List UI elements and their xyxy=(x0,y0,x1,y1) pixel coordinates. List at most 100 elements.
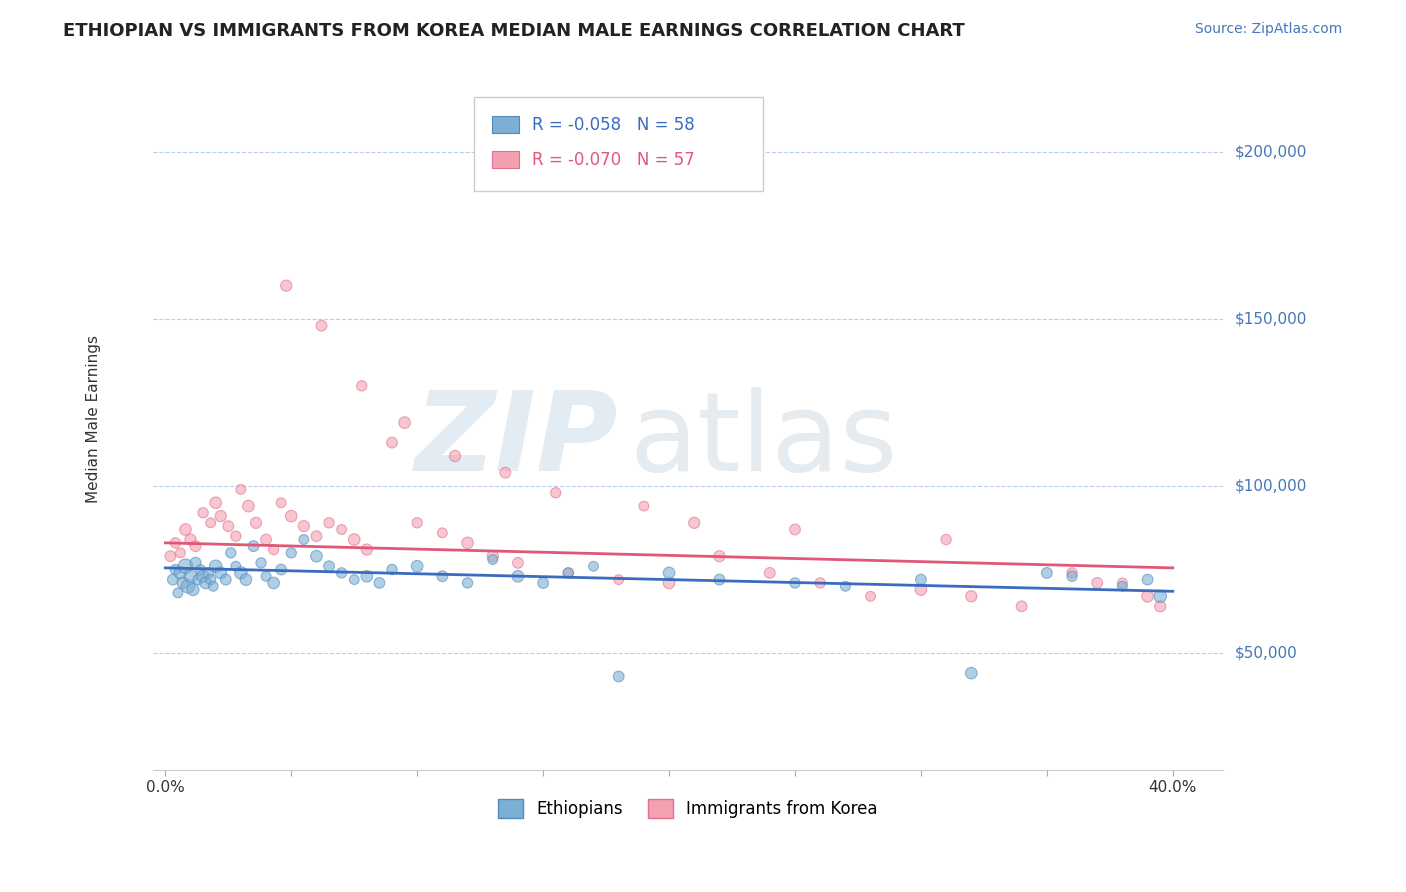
Point xyxy=(292,533,315,547)
Point xyxy=(179,533,201,547)
Point xyxy=(194,576,217,591)
Point xyxy=(910,573,932,587)
Text: R = -0.070   N = 57: R = -0.070 N = 57 xyxy=(531,151,695,169)
Point xyxy=(263,576,285,591)
Point xyxy=(444,449,467,463)
Point xyxy=(834,579,856,593)
Point xyxy=(808,576,831,591)
Point xyxy=(215,573,238,587)
Point xyxy=(209,509,232,524)
Point xyxy=(709,573,731,587)
Point xyxy=(1111,576,1133,591)
Point xyxy=(356,569,378,583)
Text: Median Male Earnings: Median Male Earnings xyxy=(86,335,101,503)
Point xyxy=(165,536,187,550)
Point xyxy=(202,579,225,593)
Point xyxy=(709,549,731,564)
Point xyxy=(242,539,264,553)
Point xyxy=(305,549,328,564)
Point xyxy=(200,516,222,530)
Text: ZIP: ZIP xyxy=(415,387,619,494)
Point xyxy=(229,566,252,580)
FancyBboxPatch shape xyxy=(492,151,519,169)
Point xyxy=(1149,599,1171,614)
Point xyxy=(607,573,630,587)
Point xyxy=(263,542,285,557)
Point xyxy=(432,569,454,583)
Text: atlas: atlas xyxy=(628,387,897,494)
Point xyxy=(254,569,277,583)
Point xyxy=(191,569,214,583)
Text: $150,000: $150,000 xyxy=(1234,311,1306,326)
Point xyxy=(162,573,184,587)
Text: R = -0.058   N = 58: R = -0.058 N = 58 xyxy=(531,116,695,134)
Point xyxy=(318,516,340,530)
Point xyxy=(683,516,706,530)
Text: ETHIOPIAN VS IMMIGRANTS FROM KOREA MEDIAN MALE EARNINGS CORRELATION CHART: ETHIOPIAN VS IMMIGRANTS FROM KOREA MEDIA… xyxy=(63,22,965,40)
Point xyxy=(184,539,207,553)
Point xyxy=(506,556,529,570)
Text: Source: ZipAtlas.com: Source: ZipAtlas.com xyxy=(1195,22,1343,37)
Point xyxy=(910,582,932,597)
Point xyxy=(531,576,554,591)
Point xyxy=(633,499,655,513)
Point xyxy=(960,589,983,603)
Point xyxy=(607,669,630,683)
Point xyxy=(184,556,207,570)
Point xyxy=(204,559,226,574)
Point xyxy=(481,549,503,564)
Point xyxy=(1136,589,1159,603)
Point xyxy=(1011,599,1033,614)
Point xyxy=(783,523,806,537)
Point xyxy=(343,533,366,547)
Point xyxy=(197,566,219,580)
Point xyxy=(159,549,181,564)
Point xyxy=(250,556,273,570)
Point xyxy=(1136,573,1159,587)
Point xyxy=(311,318,333,333)
Point xyxy=(1085,576,1108,591)
Point xyxy=(174,523,197,537)
Point xyxy=(254,533,277,547)
Point xyxy=(343,573,366,587)
Point xyxy=(394,416,416,430)
Point xyxy=(432,525,454,540)
Point xyxy=(172,576,194,591)
Point xyxy=(219,546,242,560)
Point xyxy=(356,542,378,557)
Point xyxy=(235,573,257,587)
Legend: Ethiopians, Immigrants from Korea: Ethiopians, Immigrants from Korea xyxy=(491,792,884,825)
Point xyxy=(238,499,260,513)
Point xyxy=(859,589,882,603)
Point xyxy=(270,563,292,577)
Point xyxy=(276,278,298,293)
Point xyxy=(330,523,353,537)
Point xyxy=(187,573,209,587)
Point xyxy=(457,536,479,550)
Point xyxy=(169,546,191,560)
Point xyxy=(167,586,190,600)
Point xyxy=(179,569,201,583)
Point xyxy=(481,552,503,566)
Point xyxy=(759,566,782,580)
Point xyxy=(270,496,292,510)
Point xyxy=(406,559,429,574)
Point xyxy=(406,516,429,530)
Point xyxy=(217,519,239,533)
Point xyxy=(1149,589,1171,603)
Point xyxy=(209,566,232,580)
Point xyxy=(381,563,404,577)
Point xyxy=(305,529,328,543)
Point xyxy=(1060,566,1083,580)
FancyBboxPatch shape xyxy=(474,96,763,191)
Point xyxy=(204,496,226,510)
Point xyxy=(318,559,340,574)
Point xyxy=(935,533,957,547)
Point xyxy=(557,566,579,580)
Text: $100,000: $100,000 xyxy=(1234,479,1306,493)
Point xyxy=(280,509,302,524)
Point xyxy=(229,483,252,497)
Point xyxy=(368,576,391,591)
Point xyxy=(557,566,579,580)
Point xyxy=(381,435,404,450)
